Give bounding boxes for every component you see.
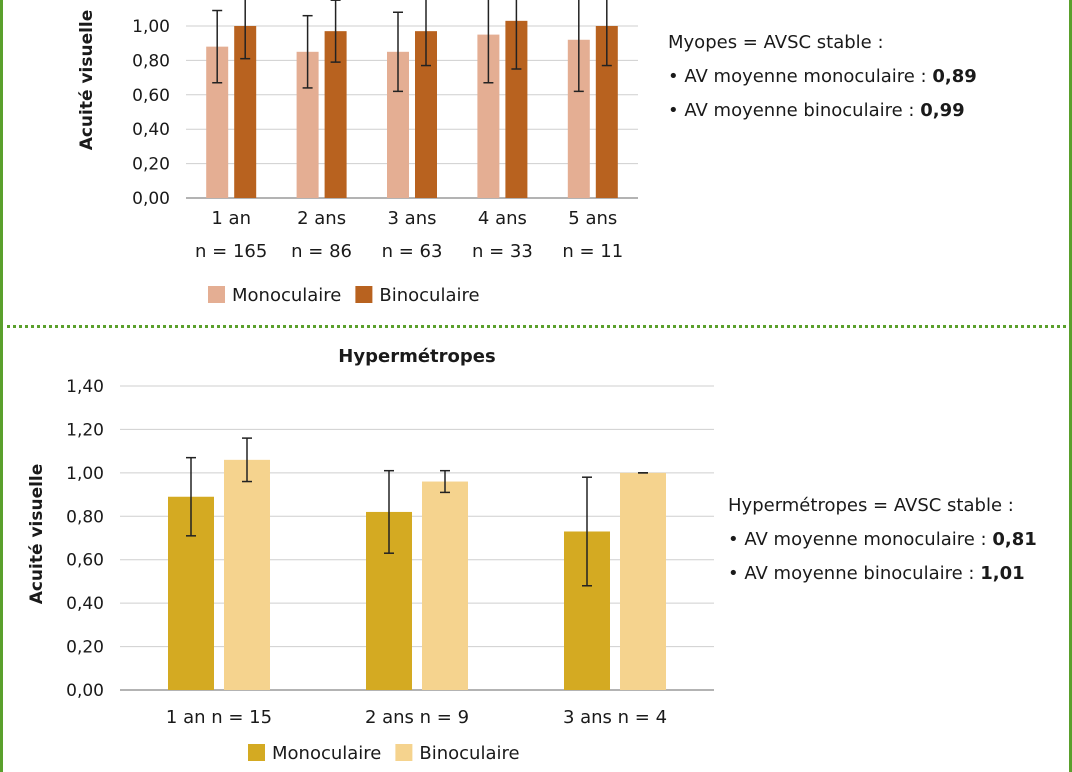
section-separator xyxy=(0,325,1072,328)
hypermetropes-note-mono: • AV moyenne monoculaire : 0,81 xyxy=(728,529,1037,550)
legend-swatch xyxy=(395,744,413,761)
bar-binoculaire xyxy=(595,26,618,198)
y-tick-label: 1,00 xyxy=(132,17,170,37)
y-tick-label: 0,60 xyxy=(132,86,170,106)
bar-binoculaire xyxy=(620,472,666,690)
hypermetropes-note-bino: • AV moyenne binoculaire : 1,01 xyxy=(728,563,1025,584)
legend-swatch xyxy=(248,744,265,761)
y-axis-label: Acuité visuelle xyxy=(77,10,97,151)
bar-binoculaire xyxy=(422,481,468,690)
x-tick-label: 5 ans xyxy=(568,208,617,229)
legend-swatch xyxy=(355,286,373,303)
bar-binoculaire xyxy=(415,31,437,198)
y-axis-label: Acuité visuelle xyxy=(27,464,47,605)
y-tick-label: 0,40 xyxy=(132,120,170,140)
bar-binoculaire xyxy=(505,20,528,199)
y-tick-label: 0,20 xyxy=(66,638,104,658)
x-tick-label: 1 an xyxy=(211,208,251,229)
y-tick-label: 1,40 xyxy=(66,377,104,397)
legend-label: Binoculaire xyxy=(379,285,479,306)
myopes-note-bino: • AV moyenne binoculaire : 0,99 xyxy=(668,100,965,121)
legend-label: Monoculaire xyxy=(232,285,341,306)
legend-swatch xyxy=(208,286,225,303)
hypermetropes-note-heading: Hypermétropes = AVSC stable : xyxy=(728,495,1014,516)
bar-binoculaire xyxy=(324,31,347,198)
bar-monoculaire xyxy=(206,46,229,198)
y-tick-label: 0,20 xyxy=(132,155,170,175)
x-tick-label: 3 ans n = 4 xyxy=(563,707,667,728)
myopes-note-heading: Myopes = AVSC stable : xyxy=(668,32,884,53)
bar-binoculaire xyxy=(234,26,257,198)
x-tick-sublabel: n = 11 xyxy=(562,241,623,262)
bar-monoculaire xyxy=(387,51,409,198)
x-tick-label: 3 ans xyxy=(388,208,437,229)
bar-monoculaire xyxy=(296,51,319,198)
y-tick-label: 0,80 xyxy=(66,507,104,527)
bar-binoculaire xyxy=(224,459,270,690)
bar-monoculaire xyxy=(477,34,500,198)
x-tick-sublabel: n = 86 xyxy=(291,241,352,262)
x-tick-sublabel: n = 33 xyxy=(472,241,533,262)
y-tick-label: 0,80 xyxy=(132,51,170,71)
y-tick-label: 1,20 xyxy=(66,420,104,440)
myopes-note-mono: • AV moyenne monoculaire : 0,89 xyxy=(668,66,977,87)
x-tick-label: 2 ans n = 9 xyxy=(365,707,469,728)
x-tick-label: 1 an n = 15 xyxy=(166,707,272,728)
y-tick-label: 0,00 xyxy=(132,189,170,209)
y-tick-label: 1,00 xyxy=(66,464,104,484)
myopes-note: Myopes = AVSC stable : • AV moyenne mono… xyxy=(668,26,977,128)
hypermetropes-note: Hypermétropes = AVSC stable : • AV moyen… xyxy=(728,489,1037,591)
x-tick-sublabel: n = 63 xyxy=(382,241,443,262)
y-tick-label: 0,60 xyxy=(66,551,104,571)
bar-monoculaire xyxy=(567,39,590,199)
y-tick-label: 0,00 xyxy=(66,681,104,701)
x-tick-label: 2 ans xyxy=(297,208,346,229)
chart-title: Hypermétropes xyxy=(338,346,495,367)
x-tick-label: 4 ans xyxy=(478,208,527,229)
myopes-chart: 0,00 0,20 0,40 0,60 0,80 1,00 Acuité visuelle 1… xyxy=(77,0,638,306)
x-tick-sublabel: n = 165 xyxy=(195,241,267,262)
legend-label: Monoculaire xyxy=(272,743,381,764)
y-tick-label: 0,40 xyxy=(66,594,104,614)
legend-label: Binoculaire xyxy=(419,743,519,764)
